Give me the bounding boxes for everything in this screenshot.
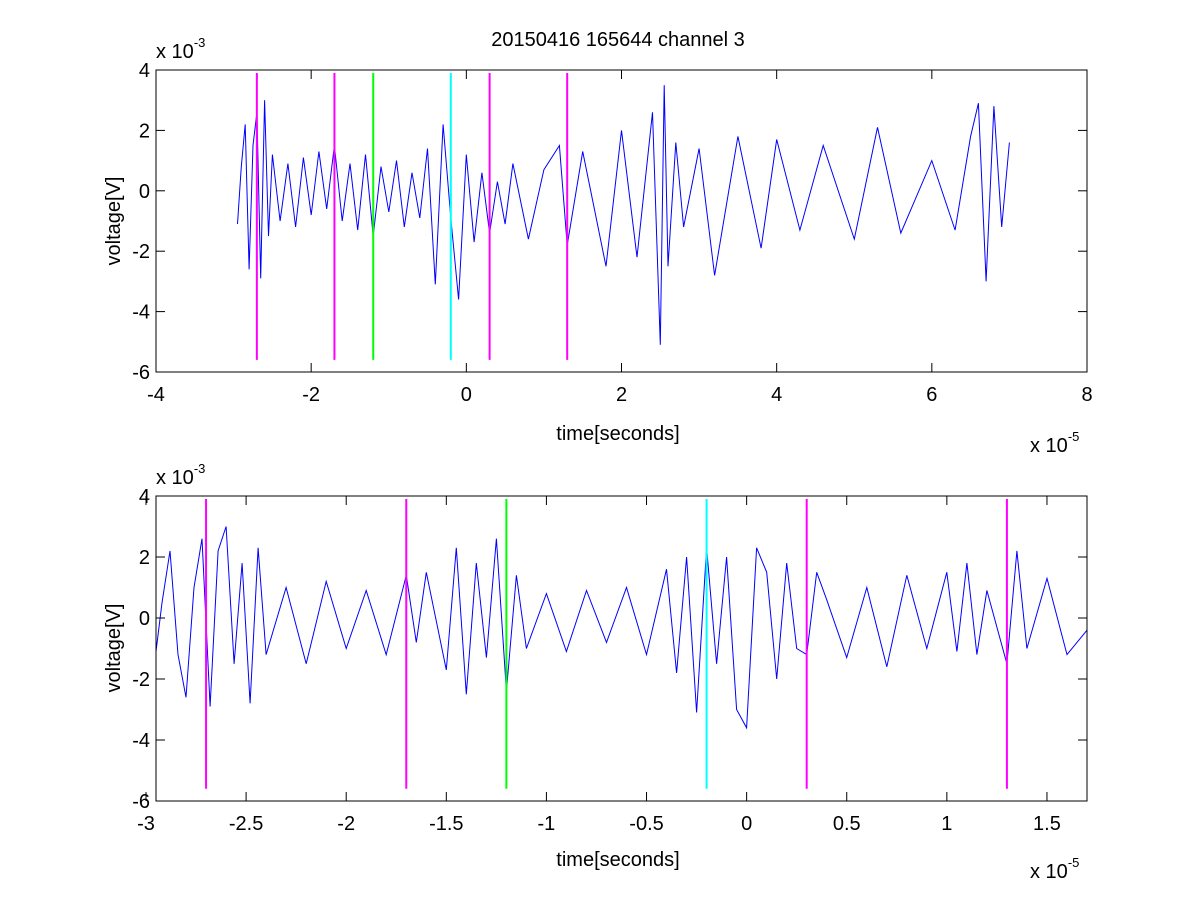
top-y-tick-label-4: -4	[132, 302, 150, 324]
bottom-signal-series-0	[155, 526, 1088, 730]
top-y-ticks: 4 2 0 -2 -4 -6	[132, 60, 1087, 384]
bottom-y-exponent: -3	[194, 461, 206, 476]
top-x-exponent-base: x 10	[1030, 435, 1068, 457]
bottom-y-exponent-base: x 10	[156, 467, 194, 489]
bottom-plot-line	[155, 526, 1088, 730]
bottom-y-ticks: 4 2 0 -2 -4 -6	[132, 486, 1087, 813]
bottom-x-exponent-base: x 10	[1030, 861, 1068, 883]
top-x-tick-label-6: 8	[1081, 384, 1092, 406]
bottom-y-tick-label-5: -6	[132, 791, 150, 813]
top-y-tick-label-5: -6	[132, 362, 150, 384]
top-x-tick-label-5: 6	[926, 384, 937, 406]
top-y-tick-label-3: -2	[132, 241, 150, 263]
bottom-plot-axes-box	[155, 495, 1088, 802]
top-x-tick-label-1: -2	[302, 384, 320, 406]
bottom-x-tick-label-6: 0	[741, 813, 752, 835]
bottom-x-tick-label-2: -2	[337, 813, 355, 835]
bottom-y-tick-label-2: 0	[139, 608, 150, 630]
top-x-tick-label-4: 4	[771, 384, 782, 406]
bottom-x-exponent-label: x 10-5	[1030, 855, 1079, 883]
top-x-tick-label-3: 2	[616, 384, 627, 406]
top-plot-markers	[255, 73, 569, 360]
bottom-x-tick-label-5: -0.5	[629, 813, 663, 835]
bottom-x-exponent: -5	[1068, 855, 1080, 870]
bottom-x-tick-label-8: 1	[941, 813, 952, 835]
bottom-x-tick-label-9: 1.5	[1033, 813, 1061, 835]
bottom-y-tick-label-1: 2	[139, 547, 150, 569]
top-y-axis-label: voltage[V]	[103, 177, 125, 266]
top-x-ticks: -4 -2 0 2 4 6 8	[147, 70, 1093, 406]
bottom-x-tick-label-4: -1	[538, 813, 556, 835]
bottom-x-tick-label-3: -1.5	[429, 813, 463, 835]
bottom-x-axis-label: time[seconds]	[556, 849, 679, 871]
bottom-y-exponent-label: x 10-3	[156, 461, 205, 489]
top-y-exponent: -3	[194, 35, 206, 50]
top-x-tick-label-0: -4	[147, 384, 165, 406]
bottom-y-tick-label-4: -4	[132, 730, 150, 752]
bottom-x-tick-label-7: 0.5	[833, 813, 861, 835]
top-x-exponent-label: x 10-5	[1030, 429, 1079, 457]
bottom-y-tick-label-0: 4	[139, 486, 150, 508]
bottom-y-tick-label-3: -2	[132, 669, 150, 691]
bottom-subplot: -3 -2.5 -2 -1.5 -1 -0.5 0 0.5 1 1.5 4 2 0 -2 -4 -6 tim…	[103, 461, 1088, 883]
top-y-tick-label-1: 2	[139, 120, 150, 142]
top-signal-series-0	[237, 85, 1010, 345]
top-x-exponent: -5	[1068, 429, 1080, 444]
bottom-y-axis-label: voltage[V]	[103, 604, 125, 693]
figure-title: 20150416 165644 channel 3	[491, 29, 745, 51]
top-plot-line	[237, 85, 1010, 345]
bottom-plot-markers	[205, 499, 1008, 789]
top-y-tick-label-2: 0	[139, 181, 150, 203]
top-x-tick-label-2: 0	[461, 384, 472, 406]
top-y-exponent-label: x 10-3	[156, 35, 205, 63]
bottom-x-tick-label-1: -2.5	[229, 813, 263, 835]
top-y-tick-label-0: 4	[139, 60, 150, 82]
top-plot-axes-box	[155, 69, 1088, 373]
top-subplot: -4 -2 0 2 4 6 8 420-2-4-6 time[seconds] voltag…	[103, 35, 1093, 457]
top-x-axis-label: time[seconds]	[556, 423, 679, 445]
top-y-exponent-base: x 10	[156, 41, 194, 63]
bottom-x-ticks: -3 -2.5 -2 -1.5 -1 -0.5 0 0.5 1 1.5	[137, 496, 1061, 835]
bottom-x-tick-label-0: -3	[137, 813, 155, 835]
